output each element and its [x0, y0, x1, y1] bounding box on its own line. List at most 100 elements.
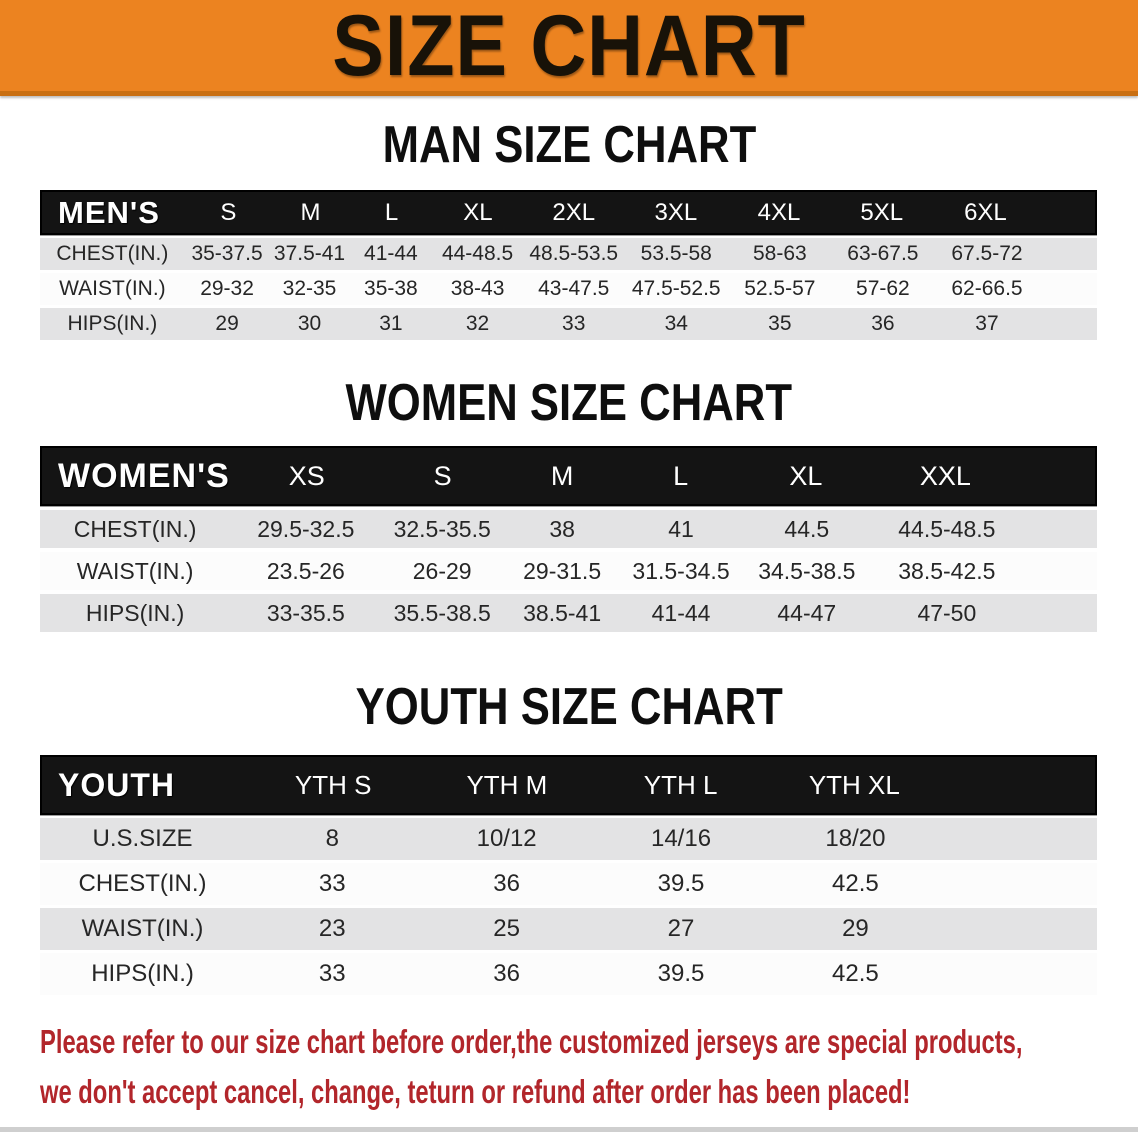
table-cell: 32.5-35.5 [393, 515, 491, 542]
row-label: WAIST(IN.) [81, 915, 204, 942]
table-cell: 14/16 [650, 825, 712, 852]
table-cell: 18/20 [825, 825, 886, 852]
women-header-label: WOMEN'S [58, 456, 230, 495]
table-cell: 33 [318, 960, 346, 987]
bottom-edge-strip [0, 1127, 1138, 1132]
women-col-header: XL [789, 460, 823, 491]
table-cell: 39.5 [657, 870, 705, 897]
women-hips-row: HIPS(IN.) 33-35.5 35.5-38.5 38.5-41 41-4… [40, 594, 1097, 632]
youth-col-header: YTH XL [808, 769, 900, 800]
row-label: U.S.SIZE [92, 825, 193, 852]
men-col-header: 5XL [860, 198, 904, 226]
women-size-table: WOMEN'S XS S M L XL XXL CHEST(IN.) 29.5-… [40, 446, 1097, 632]
table-cell: 38.5-42.5 [898, 557, 996, 584]
table-cell: 34.5-38.5 [758, 557, 856, 584]
table-cell: 27 [667, 915, 695, 942]
size-chart-banner: SIZE CHART [0, 0, 1138, 96]
table-cell: 63-67.5 [847, 242, 919, 265]
men-col-header: 6XL [964, 198, 1007, 226]
table-cell: 39.5 [657, 960, 705, 987]
table-cell: 35 [768, 312, 792, 335]
table-cell: 30 [297, 312, 322, 335]
table-cell: 36 [493, 960, 520, 987]
table-cell: 29-31.5 [523, 557, 602, 584]
table-cell: 57-62 [856, 277, 910, 300]
table-cell: 31 [379, 312, 403, 335]
youth-ussize-row: U.S.SIZE 8 10/12 14/16 18/20 [40, 818, 1097, 860]
table-cell: 41 [668, 515, 694, 542]
women-section-title: WOMEN SIZE CHART [345, 374, 793, 432]
table-cell: 67.5-72 [951, 242, 1023, 265]
table-cell: 23.5-26 [266, 557, 345, 584]
men-col-header: XL [463, 198, 493, 226]
table-cell: 33-35.5 [266, 599, 345, 626]
table-cell: 44-48.5 [441, 242, 514, 265]
banner-title: SIZE CHART [332, 0, 806, 94]
men-header-row: MEN'S S M L XL 2XL 3XL 4XL 5XL 6XL [40, 190, 1097, 235]
men-size-table: MEN'S S M L XL 2XL 3XL 4XL 5XL 6XL CHEST… [40, 190, 1097, 340]
table-cell: 38-43 [450, 277, 505, 300]
table-cell: 53.5-58 [640, 242, 712, 265]
youth-header-label: YOUTH [58, 766, 175, 803]
table-cell: 32 [465, 312, 490, 335]
table-cell: 33 [318, 870, 346, 897]
youth-col-header: YTH S [294, 769, 372, 800]
table-cell: 47-50 [917, 599, 977, 626]
youth-section-title: YOUTH SIZE CHART [355, 678, 783, 736]
men-col-header: L [384, 198, 399, 226]
men-hips-row: HIPS(IN.) 29 30 31 32 33 34 35 36 37 [40, 308, 1097, 340]
table-cell: 35-38 [364, 277, 418, 300]
row-label: HIPS(IN.) [85, 599, 185, 626]
men-waist-row: WAIST(IN.) 29-32 32-35 35-38 38-43 43-47… [40, 273, 1097, 305]
youth-col-header: YTH M [466, 769, 548, 800]
table-cell: 8 [325, 825, 339, 852]
table-cell: 44-47 [777, 599, 837, 626]
table-cell: 37 [975, 312, 999, 335]
table-cell: 29-32 [200, 277, 254, 300]
youth-chest-row: CHEST(IN.) 33 36 39.5 42.5 [40, 863, 1097, 905]
table-cell: 62-66.5 [951, 277, 1023, 300]
row-label: CHEST(IN.) [56, 242, 169, 265]
youth-hips-row: HIPS(IN.) 33 36 39.5 42.5 [40, 953, 1097, 995]
table-cell: 29 [842, 915, 869, 942]
table-cell: 34 [664, 312, 688, 335]
women-col-header: M [550, 460, 574, 491]
men-chest-row: CHEST(IN.) 35-37.5 37.5-41 41-44 44-48.5… [40, 238, 1097, 270]
table-cell: 29 [215, 312, 239, 335]
men-section-title: MAN SIZE CHART [382, 116, 756, 174]
women-header-row: WOMEN'S XS S M L XL XXL [40, 446, 1097, 506]
women-chest-row: CHEST(IN.) 29.5-32.5 32.5-35.5 38 41 44.… [40, 510, 1097, 548]
youth-header-row: YOUTH YTH S YTH M YTH L YTH XL [40, 755, 1097, 815]
men-header-label: MEN'S [58, 194, 160, 230]
table-cell: 35.5-38.5 [393, 599, 491, 626]
men-col-header: S [220, 198, 237, 226]
women-waist-row: WAIST(IN.) 23.5-26 26-29 29-31.5 31.5-34… [40, 552, 1097, 590]
table-cell: 26-29 [412, 557, 472, 584]
table-cell: 44.5-48.5 [898, 515, 996, 542]
table-cell: 35-37.5 [191, 242, 263, 265]
table-cell: 23 [318, 915, 346, 942]
table-cell: 58-63 [752, 242, 807, 265]
women-col-header: S [433, 460, 452, 491]
table-cell: 29.5-32.5 [257, 515, 355, 542]
row-label: CHEST(IN.) [78, 870, 207, 897]
table-cell: 41-44 [364, 242, 418, 265]
table-cell: 31.5-34.5 [632, 557, 730, 584]
women-col-header: XXL [919, 460, 971, 491]
youth-waist-row: WAIST(IN.) 23 25 27 29 [40, 908, 1097, 950]
disclaimer-text: Please refer to our size chart before or… [40, 1017, 1138, 1117]
table-cell: 33 [562, 312, 586, 335]
table-cell: 36 [871, 312, 895, 335]
table-cell: 44.5 [784, 515, 830, 542]
table-cell: 10/12 [476, 825, 537, 852]
row-label: WAIST(IN.) [76, 557, 194, 584]
table-cell: 25 [493, 915, 520, 942]
disclaimer-line-2: we don't accept cancel, change, teturn o… [40, 1073, 911, 1110]
table-cell: 32-35 [282, 277, 337, 300]
youth-col-header: YTH L [643, 769, 718, 800]
women-col-header: XS [288, 460, 325, 491]
men-col-header: 3XL [654, 198, 698, 226]
men-col-header: M [300, 198, 321, 226]
table-cell: 48.5-53.5 [529, 242, 619, 265]
